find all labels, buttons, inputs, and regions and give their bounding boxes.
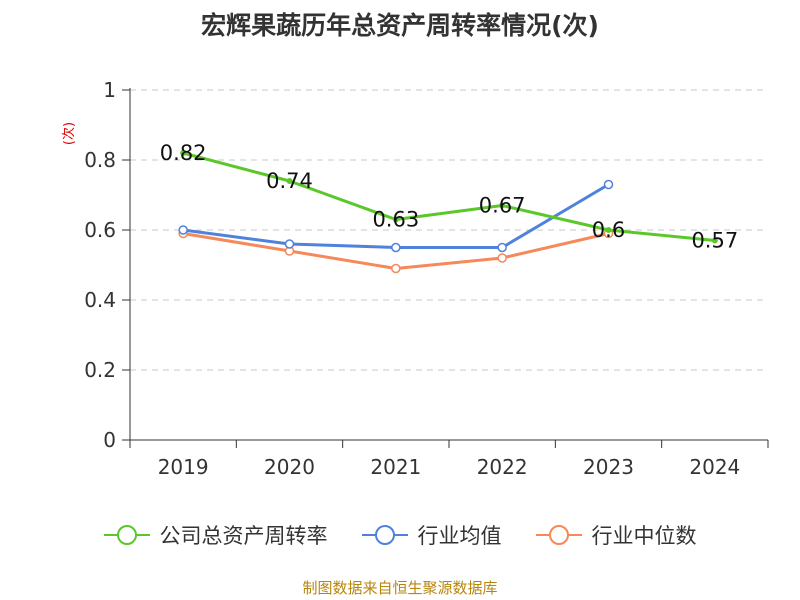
x-tick-label: 2019 — [158, 455, 209, 479]
data-label: 0.82 — [160, 141, 207, 165]
y-tick-label: 0.2 — [84, 358, 116, 382]
x-tick-label: 2022 — [477, 455, 528, 479]
data-label: 0.63 — [372, 208, 419, 232]
data-point — [497, 242, 507, 253]
data-point — [286, 178, 293, 184]
data-point — [497, 253, 507, 263]
data-label: 0.6 — [592, 218, 625, 242]
data-point — [392, 216, 399, 223]
data-point — [391, 242, 401, 253]
x-tick-label: 2024 — [689, 455, 740, 479]
chart-title: 宏辉果蔬历年总资产周转率情况(次) — [201, 11, 599, 40]
data-point — [499, 202, 506, 209]
data-label: 0.74 — [266, 169, 313, 193]
data-point — [605, 227, 612, 233]
legend-line-circle-icon — [361, 525, 408, 545]
legend-label-industry-mean: 行业均值 — [417, 524, 502, 548]
legend-item-industry-median[interactable]: 行业中位数 — [535, 520, 697, 550]
data-point — [391, 263, 401, 274]
legend: 公司总资产周转率 行业均值 行业中位数 — [0, 520, 800, 550]
data-label: 0.57 — [691, 229, 738, 253]
data-point — [178, 225, 188, 235]
legend-label-company: 公司总资产周转率 — [159, 524, 328, 548]
x-tick-label: 2021 — [370, 455, 421, 479]
data-point — [284, 239, 295, 249]
y-tick-label: 0.8 — [84, 148, 116, 172]
legend-item-industry-mean[interactable]: 行业均值 — [361, 520, 502, 550]
legend-label-industry-median: 行业中位数 — [591, 524, 697, 548]
legend-line-circle-icon — [535, 525, 582, 545]
y-tick-label: 0 — [103, 428, 116, 452]
y-tick-label: 1 — [103, 78, 116, 102]
data-label: 0.67 — [479, 194, 526, 218]
data-point — [603, 179, 614, 190]
series-line-0 — [182, 151, 715, 242]
x-tick-label: 2020 — [264, 455, 315, 479]
y-tick-label: 0.4 — [84, 288, 116, 312]
legend-item-company[interactable]: 公司总资产周转率 — [103, 520, 328, 550]
legend-line-circle-icon — [103, 525, 150, 545]
x-tick-label: 2023 — [583, 455, 634, 479]
data-source-note: 制图数据来自恒生聚源数据库 — [302, 579, 498, 597]
data-point — [180, 150, 187, 156]
data-point — [711, 237, 718, 244]
y-tick-label: 0.6 — [84, 218, 116, 242]
